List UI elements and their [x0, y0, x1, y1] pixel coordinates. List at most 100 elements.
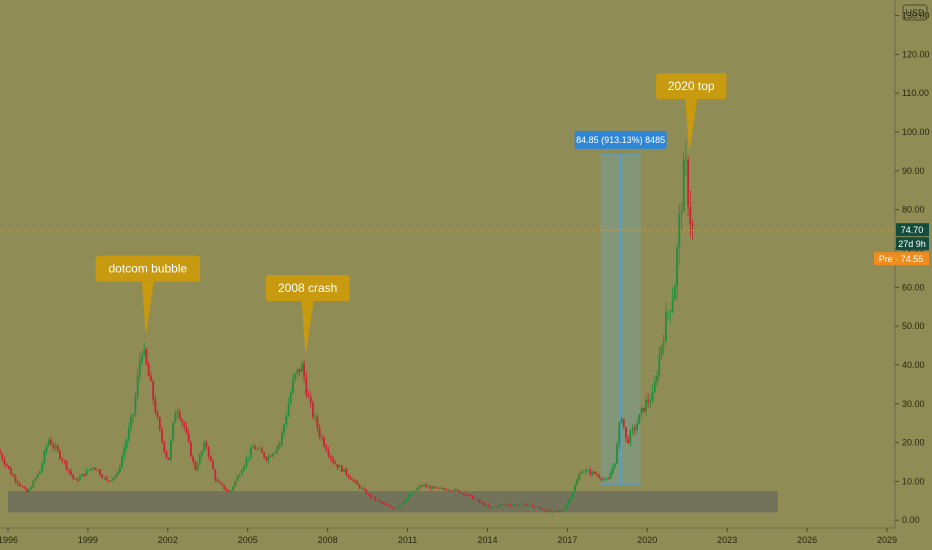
candle-body: [269, 455, 272, 457]
candle-body: [123, 448, 126, 457]
annotation-pointer: [685, 99, 698, 154]
candle-body: [662, 341, 665, 346]
candle-body: [678, 214, 681, 248]
candle-body: [620, 418, 623, 423]
candle-body: [309, 397, 312, 403]
candle-body: [483, 502, 485, 506]
countdown-tag: [896, 237, 929, 251]
candle-body: [605, 478, 607, 480]
candle-body: [67, 469, 70, 471]
candle-body: [127, 427, 130, 440]
candle-body: [345, 468, 348, 475]
candle-body: [236, 476, 239, 482]
candle-body: [631, 427, 634, 432]
candle-body: [653, 381, 656, 392]
candle-body: [434, 486, 436, 488]
candle-body: [274, 451, 277, 454]
candle-body: [7, 465, 10, 469]
candle-body: [376, 499, 379, 501]
candle-body: [680, 211, 683, 215]
candle-body: [158, 417, 161, 430]
candle-body: [307, 395, 310, 398]
candle-body: [576, 479, 579, 486]
candle-body: [107, 480, 110, 481]
candle-body: [529, 504, 532, 506]
candle-body: [560, 510, 563, 512]
candle-body: [56, 445, 59, 451]
candle-body: [1, 454, 4, 460]
candle-body: [261, 448, 263, 453]
candle-body: [98, 469, 101, 475]
candle-body: [156, 412, 159, 418]
candle-body: [465, 494, 468, 496]
candle-body: [10, 468, 12, 475]
y-tick-label: 90.00: [902, 166, 925, 176]
candle-body: [305, 377, 308, 396]
candle-body: [170, 440, 172, 460]
y-tick-label: 30.00: [902, 399, 925, 409]
candle-body: [114, 475, 117, 478]
candle-body: [542, 509, 545, 511]
annotation-pointer: [301, 301, 314, 356]
x-tick-label: 2008: [318, 535, 338, 545]
candle-body: [254, 446, 257, 450]
candle-body: [172, 422, 175, 441]
candle-body: [549, 510, 552, 513]
annotation-layer: dotcom bubble 2008 crash 2020 top: [95, 73, 727, 356]
candle-body: [72, 474, 75, 479]
candle-body: [596, 474, 599, 476]
candle-body: [90, 468, 92, 470]
candle-body: [440, 488, 443, 489]
candle-body: [0, 450, 1, 455]
candle-body: [83, 474, 86, 476]
candle-body: [360, 488, 363, 490]
annotation-callout: dotcom bubble: [95, 255, 201, 336]
candle-body: [574, 485, 576, 493]
candle-body: [298, 368, 301, 372]
annotation-label: 2008 crash: [278, 281, 337, 295]
candle-body: [649, 401, 652, 403]
candle-body: [138, 361, 141, 375]
candle-body: [118, 467, 121, 472]
candle-body: [221, 483, 223, 486]
candle-body: [467, 494, 470, 496]
candle-body: [185, 427, 188, 433]
candle-body: [460, 492, 463, 494]
candle-body: [562, 509, 565, 512]
candle-body: [640, 407, 643, 415]
candle-body: [105, 477, 108, 481]
candle-body: [660, 345, 663, 356]
candle-body: [491, 507, 494, 509]
candle-body: [538, 506, 541, 508]
candle-body: [320, 436, 323, 438]
candle-body: [103, 477, 106, 479]
candle-body: [209, 456, 212, 461]
candle-body: [43, 451, 46, 464]
candle-body: [34, 477, 37, 481]
support-zone-layer: [7, 491, 778, 513]
candle-body: [247, 457, 250, 459]
candle-body: [183, 422, 186, 428]
candle-body: [101, 474, 104, 478]
candle-body: [52, 444, 55, 448]
last-price-tag: [896, 223, 929, 237]
candle-body: [201, 451, 203, 456]
candle-body: [471, 495, 474, 500]
last-price-label: 74.70: [901, 225, 924, 235]
measure-range-label: 84.85 (913.13%) 8485: [576, 135, 665, 145]
annotation-callout: 2020 top: [656, 73, 727, 154]
candle-body: [45, 445, 48, 452]
candle-body: [469, 494, 472, 496]
candle-body: [489, 506, 492, 508]
candle-body: [134, 396, 137, 414]
candle-body: [551, 511, 554, 513]
candle-body: [520, 503, 523, 505]
candle-body: [363, 488, 365, 490]
candle-body: [456, 489, 459, 491]
currency-badge[interactable]: USD: [902, 4, 928, 21]
candle-body: [372, 497, 374, 498]
candle-body: [398, 504, 401, 508]
candle-body: [187, 432, 190, 442]
candle-body: [627, 438, 630, 444]
candle-body: [411, 491, 414, 495]
